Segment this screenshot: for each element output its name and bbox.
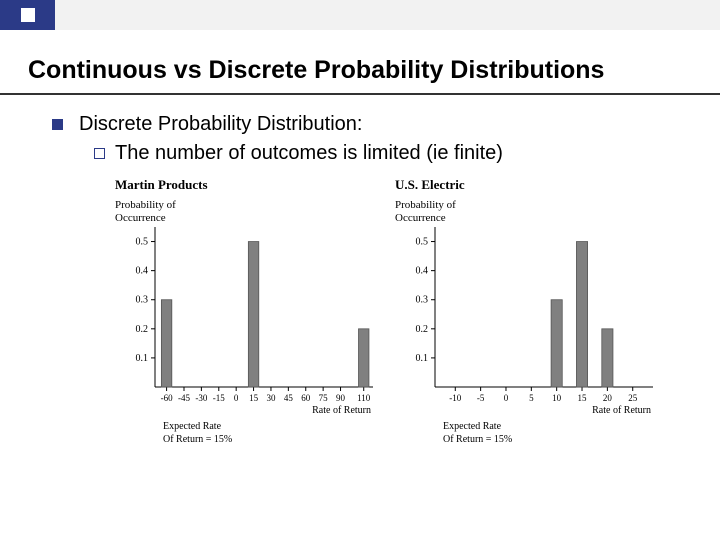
svg-text:0: 0: [504, 393, 509, 403]
svg-text:0.5: 0.5: [136, 237, 149, 248]
svg-text:45: 45: [284, 393, 294, 403]
chart-right-title: U.S. Electric: [395, 177, 655, 193]
svg-text:75: 75: [319, 393, 329, 403]
svg-text:0: 0: [234, 393, 239, 403]
chart-left-plot: 0.1 0.2 0.3 0.4 0.5 -60 -45 -30 -15 0 15 30 45 60 75 90…: [115, 227, 375, 417]
svg-text:0.1: 0.1: [416, 353, 429, 364]
accent-block: [0, 0, 55, 30]
white-square-icon: [21, 8, 35, 22]
slide-top-accent: [0, 0, 720, 30]
svg-text:0.3: 0.3: [136, 295, 149, 306]
accent-strip: [55, 0, 720, 30]
svg-text:110: 110: [357, 393, 371, 403]
chart-left: Martin Products Probability of Occurrenc…: [115, 177, 375, 446]
svg-text:0.2: 0.2: [136, 324, 149, 335]
chart-left-title: Martin Products: [115, 177, 375, 193]
sub-bullet-1: The number of outcomes is limited (ie fi…: [0, 140, 720, 173]
svg-text:0.3: 0.3: [416, 295, 429, 306]
svg-text:90: 90: [336, 393, 346, 403]
svg-text:25: 25: [628, 393, 638, 403]
svg-text:-15: -15: [213, 393, 225, 403]
svg-text:30: 30: [266, 393, 276, 403]
svg-text:0.2: 0.2: [416, 324, 429, 335]
chart-right: U.S. Electric Probability of Occurrence …: [395, 177, 655, 446]
charts-row: Martin Products Probability of Occurrenc…: [0, 173, 720, 446]
bullet-text: Discrete Probability Distribution:: [79, 113, 362, 136]
bullet-1: Discrete Probability Distribution:: [0, 113, 720, 140]
svg-text:15: 15: [578, 393, 588, 403]
chart-left-footer: Expected Rate Of Return = 15%: [163, 421, 375, 446]
title-rule: [0, 93, 720, 95]
chart-left-ylabel: Probability of Occurrence: [115, 199, 375, 225]
chart-right-ylabel: Probability of Occurrence: [395, 199, 655, 225]
sub-bullet-text: The number of outcomes is limited (ie fi…: [115, 142, 503, 165]
svg-text:15: 15: [249, 393, 259, 403]
svg-text:-45: -45: [178, 393, 190, 403]
svg-text:-60: -60: [161, 393, 173, 403]
svg-text:Rate of Return: Rate of Return: [312, 405, 371, 416]
svg-text:20: 20: [603, 393, 613, 403]
svg-text:Rate of Return: Rate of Return: [592, 405, 651, 416]
svg-text:-10: -10: [449, 393, 461, 403]
svg-text:0.4: 0.4: [416, 266, 429, 277]
svg-text:5: 5: [529, 393, 534, 403]
chart-right-footer: Expected Rate Of Return = 15%: [443, 421, 655, 446]
sub-bullet-square-icon: [94, 148, 105, 159]
svg-text:0.5: 0.5: [416, 237, 429, 248]
svg-text:60: 60: [301, 393, 311, 403]
svg-text:-30: -30: [195, 393, 207, 403]
svg-text:10: 10: [552, 393, 562, 403]
svg-text:0.4: 0.4: [136, 266, 149, 277]
chart-right-plot: 0.1 0.2 0.3 0.4 0.5 -10 -5 0 5 10 15 20 25 Rate of Re…: [395, 227, 655, 417]
slide-title: Continuous vs Discrete Probability Distr…: [0, 30, 720, 91]
svg-text:0.1: 0.1: [136, 353, 149, 364]
bullet-square-icon: [52, 119, 63, 130]
svg-text:-5: -5: [477, 393, 485, 403]
